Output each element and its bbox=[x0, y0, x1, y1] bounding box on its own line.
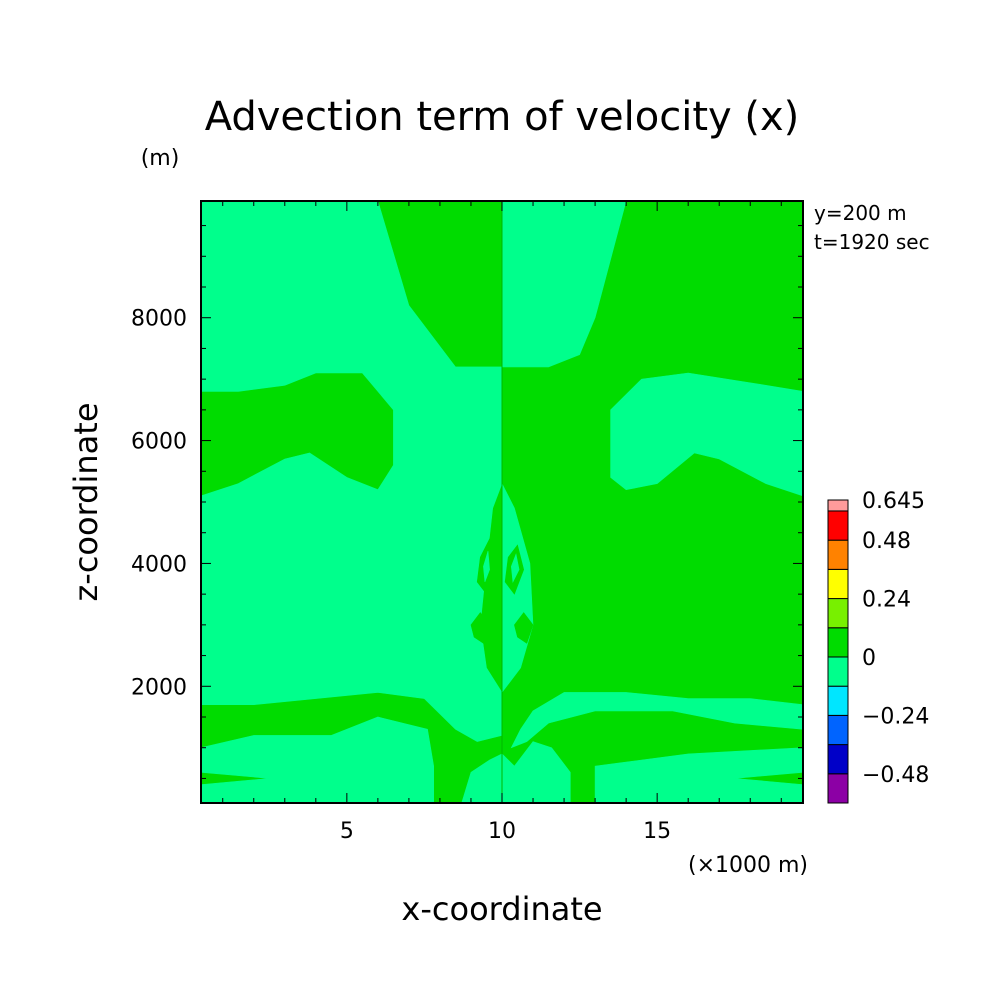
x-tick-label: 5 bbox=[340, 819, 354, 844]
colorbar-swatch bbox=[827, 510, 849, 541]
colorbar-swatch bbox=[827, 685, 849, 716]
colorbar-swatch bbox=[827, 773, 849, 804]
x-tick-labels: 5 10 15 bbox=[340, 819, 671, 844]
plot-area bbox=[200, 200, 804, 804]
colorbar-swatch bbox=[827, 539, 849, 570]
contour-region-11 bbox=[510, 553, 520, 583]
colorbar-swatch bbox=[827, 499, 849, 512]
contour-region-12 bbox=[470, 612, 490, 644]
y-unit-label: (m) bbox=[141, 146, 180, 171]
contour-region-10 bbox=[483, 551, 490, 583]
axis-ticks bbox=[201, 201, 803, 803]
x-axis-title: x-coordinate bbox=[401, 890, 602, 928]
x-tick-label: 15 bbox=[643, 819, 671, 844]
y-tick-labels: 2000 4000 6000 8000 bbox=[131, 307, 187, 701]
contour-region-5 bbox=[200, 716, 435, 804]
x-tick-label: 10 bbox=[488, 819, 516, 844]
y-tick-label: 8000 bbox=[131, 307, 187, 332]
colorbar-label: −0.48 bbox=[862, 763, 929, 788]
x-unit-label: (×1000 m) bbox=[688, 853, 808, 878]
colorbar-swatch bbox=[827, 598, 849, 629]
colorbar-swatch bbox=[827, 656, 849, 687]
colorbar-swatch bbox=[827, 744, 849, 775]
colorbar: 0.645 0.48 0.24 0 −0.24 −0.48 bbox=[827, 489, 929, 804]
colorbar-swatch bbox=[827, 714, 849, 746]
annotation-block: y=200 m t=1920 sec bbox=[814, 201, 930, 254]
contour-region-0 bbox=[200, 200, 503, 742]
colorbar-label: 0 bbox=[862, 646, 876, 671]
colorbar-boxes bbox=[827, 499, 849, 804]
chart-title: Advection term of velocity (x) bbox=[205, 94, 800, 140]
annotation-t: t=1920 sec bbox=[814, 230, 930, 254]
contour-region-4 bbox=[510, 692, 804, 749]
annotation-y: y=200 m bbox=[814, 201, 907, 225]
y-tick-label: 2000 bbox=[131, 675, 187, 700]
contour-region-13 bbox=[514, 612, 534, 644]
contour-regions bbox=[200, 200, 804, 804]
y-tick-label: 4000 bbox=[131, 552, 187, 577]
colorbar-label: −0.24 bbox=[862, 704, 929, 729]
colorbar-labels: 0.645 0.48 0.24 0 −0.24 −0.48 bbox=[862, 489, 929, 788]
contour-region-6 bbox=[461, 741, 571, 804]
y-axis-title: z-coordinate bbox=[67, 402, 105, 601]
colorbar-swatch bbox=[827, 568, 849, 600]
colorbar-label: 0.645 bbox=[862, 489, 925, 514]
y-tick-label: 6000 bbox=[131, 430, 187, 455]
colorbar-label: 0.24 bbox=[862, 588, 911, 613]
colorbar-swatch bbox=[827, 627, 849, 658]
colorbar-label: 0.48 bbox=[862, 529, 911, 554]
